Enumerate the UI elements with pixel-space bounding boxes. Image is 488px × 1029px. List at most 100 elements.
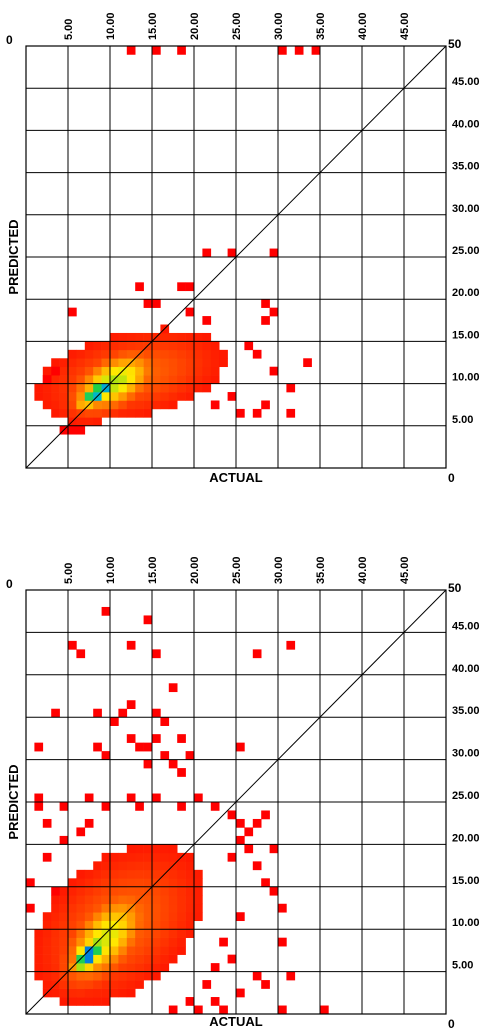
heatmap-cell-outlier bbox=[236, 742, 245, 752]
y-tick-labels: 5.00 10.00 15.00 20.00 25.00 30.00 35.00 40.00 4… bbox=[452, 76, 480, 426]
heatmap-cell-outlier bbox=[135, 742, 144, 752]
heatmap-cell bbox=[135, 920, 144, 930]
heatmap-cell-outlier bbox=[320, 1005, 329, 1015]
heatmap-cell bbox=[177, 349, 186, 359]
heatmap-cell bbox=[59, 920, 69, 930]
heatmap-cell-outlier bbox=[236, 988, 245, 998]
heatmap-cell bbox=[101, 997, 111, 1006]
heatmap-cell bbox=[135, 929, 144, 938]
heatmap-cell bbox=[185, 341, 195, 351]
heatmap-cell bbox=[93, 903, 102, 913]
heatmap-cell-outlier bbox=[177, 282, 186, 292]
heatmap-cell bbox=[143, 332, 153, 342]
y-axis-title: PREDICTED bbox=[6, 764, 21, 839]
heatmap-cell bbox=[110, 869, 119, 879]
y-tick-label: 10.00 bbox=[452, 372, 480, 384]
heatmap-cell bbox=[59, 375, 69, 384]
heatmap-cell bbox=[68, 375, 77, 384]
heatmap-cell bbox=[152, 971, 161, 981]
heatmap-cell bbox=[135, 946, 144, 955]
heatmap-cell bbox=[202, 349, 212, 359]
heatmap-cell bbox=[68, 912, 77, 922]
heatmap-cell bbox=[76, 383, 86, 393]
heatmap-cell bbox=[34, 954, 44, 964]
heatmap-cell bbox=[168, 341, 178, 351]
heatmap-cell-outlier bbox=[219, 937, 228, 947]
heatmap-cell bbox=[160, 358, 170, 368]
heatmap-cell bbox=[118, 349, 128, 359]
heatmap-cell bbox=[110, 963, 119, 972]
heatmap-cell-outlier bbox=[227, 954, 237, 964]
heatmap-cell bbox=[110, 852, 119, 862]
heatmap-cell-outlier bbox=[210, 400, 220, 410]
x-tick-label: 30.00 bbox=[273, 12, 285, 40]
heatmap-cell bbox=[168, 852, 178, 862]
heatmap-cell bbox=[76, 349, 86, 359]
heatmap-cell bbox=[51, 903, 60, 913]
heatmap-cell bbox=[34, 946, 44, 955]
heatmap-cell bbox=[118, 878, 128, 888]
heatmap-cell bbox=[76, 946, 86, 955]
x-tick-labels: 5.00 10.00 15.00 20.00 25.00 30.00 35.00 40.00 4… bbox=[63, 12, 411, 40]
heatmap-cell bbox=[76, 878, 86, 888]
heatmap-cell bbox=[59, 980, 69, 989]
y-tick-label: 35.00 bbox=[452, 705, 480, 717]
heatmap-cell bbox=[202, 341, 212, 351]
heatmap-cell bbox=[118, 400, 128, 410]
heatmap-cell bbox=[135, 980, 144, 989]
heatmap-cell bbox=[84, 997, 94, 1006]
heatmap-cell-outlier bbox=[160, 751, 170, 760]
heatmap-cell bbox=[152, 341, 161, 351]
heatmap-cell bbox=[101, 988, 111, 998]
heatmap-cell bbox=[68, 997, 77, 1006]
heatmap-cell bbox=[143, 383, 153, 393]
heatmap-cell bbox=[110, 903, 119, 913]
diagonal-reference-line bbox=[25, 589, 447, 1015]
heatmap-cell bbox=[84, 929, 94, 938]
heatmap-cell-outlier bbox=[143, 299, 153, 308]
heatmap-cell bbox=[143, 408, 153, 418]
heatmap-cell bbox=[118, 332, 128, 342]
heatmap-chart-top: 5.00 10.00 15.00 20.00 25.00 30.00 35.00 40.00 4… bbox=[6, 12, 480, 485]
heatmap-cell bbox=[160, 392, 170, 401]
heatmap-cell bbox=[110, 946, 119, 955]
heatmap-cell bbox=[68, 920, 77, 930]
heatmap-cell bbox=[93, 997, 102, 1006]
heatmap-cell bbox=[42, 946, 52, 955]
heatmap-cell bbox=[177, 869, 186, 879]
heatmap-cell bbox=[135, 878, 144, 888]
heatmap-cell bbox=[51, 920, 60, 930]
heatmap-cell-outlier bbox=[261, 299, 270, 308]
heatmap-cell bbox=[34, 392, 44, 401]
heatmap-cell bbox=[126, 341, 136, 351]
heatmap-cell bbox=[101, 358, 111, 368]
density-cells bbox=[26, 606, 329, 1015]
heatmap-cell bbox=[126, 844, 136, 854]
heatmap-cell bbox=[76, 963, 86, 972]
heatmap-cell bbox=[84, 392, 94, 401]
heatmap-cell bbox=[160, 954, 170, 964]
heatmap-cell bbox=[110, 861, 119, 871]
heatmap-cell bbox=[34, 383, 44, 393]
heatmap-cell bbox=[118, 929, 128, 938]
heatmap-cell-outlier bbox=[101, 606, 111, 616]
heatmap-cell bbox=[68, 408, 77, 418]
heatmap-cell bbox=[93, 946, 102, 955]
heatmap-cell-outlier bbox=[76, 827, 86, 837]
heatmap-cell-outlier bbox=[236, 818, 245, 828]
heatmap-cell bbox=[101, 971, 111, 981]
heatmap-cell bbox=[177, 929, 186, 938]
heatmap-cell-outlier bbox=[34, 742, 44, 752]
heatmap-cell bbox=[101, 878, 111, 888]
heatmap-cell bbox=[68, 895, 77, 905]
heatmap-cell-outlier bbox=[59, 802, 69, 811]
heatmap-cell bbox=[152, 400, 161, 410]
heatmap-cell bbox=[126, 971, 136, 981]
heatmap-cell-outlier bbox=[286, 383, 296, 393]
heatmap-cell bbox=[59, 383, 69, 393]
heatmap-cell-outlier bbox=[126, 793, 136, 803]
heatmap-cell-outlier bbox=[261, 878, 270, 888]
x-axis-title: ACTUAL bbox=[209, 1014, 262, 1029]
heatmap-cell bbox=[210, 358, 220, 368]
heatmap-cell bbox=[51, 400, 60, 410]
